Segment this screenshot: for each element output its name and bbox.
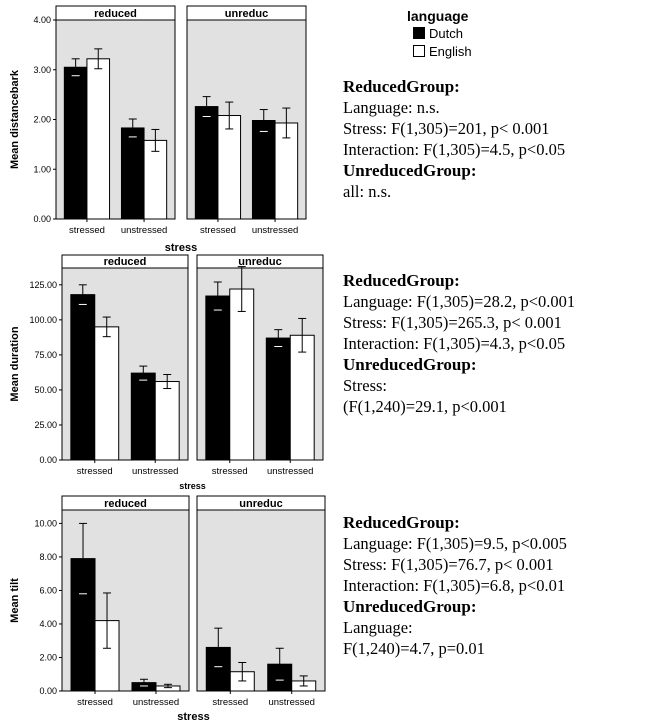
panel-header-label: unreduc xyxy=(225,8,268,20)
bar-dutch xyxy=(194,106,219,220)
y-tick-label: 75.00 xyxy=(34,350,57,360)
stats-heading: ReducedGroup: xyxy=(343,77,460,96)
stats-block-duration: ReducedGroup: Language: F(1,305)=28.2, p<… xyxy=(343,270,575,417)
bar-dutch xyxy=(120,127,145,220)
x-tick-label: stressed xyxy=(200,225,236,236)
x-tick-label: unstressed xyxy=(132,466,178,477)
x-tick-label: stressed xyxy=(77,697,113,708)
legend-entry-dutch: Dutch xyxy=(413,24,472,42)
y-tick-label: 0.00 xyxy=(33,214,51,224)
stats-line: Interaction: F(1,305)=4.5, p<0.05 xyxy=(343,140,566,159)
x-tick-label: unstressed xyxy=(133,697,179,708)
stats-line: Interaction: F(1,305)=6.8, p<0.01 xyxy=(343,576,566,595)
legend: language Dutch English xyxy=(405,8,472,60)
stats-heading: UnreducedGroup: xyxy=(343,597,477,616)
y-tick-label: 0.00 xyxy=(39,686,57,696)
bar-english xyxy=(229,288,255,461)
y-tick-label: 0.00 xyxy=(39,455,57,465)
bar-dutch xyxy=(265,337,291,461)
stats-line: Stress: xyxy=(343,376,388,395)
y-tick-label: 100.00 xyxy=(29,315,57,325)
stats-line: F(1,240)=4.7, p=0.01 xyxy=(343,639,485,658)
y-tick-label: 3.00 xyxy=(33,65,51,75)
y-tick-label: 1.00 xyxy=(33,164,51,174)
x-tick-label: stressed xyxy=(212,466,248,477)
y-axis-title: Mean duration xyxy=(9,326,21,401)
stats-line: Language: n.s. xyxy=(343,98,440,117)
x-tick-label: unstressed xyxy=(267,466,313,477)
panel-header-label: reduced xyxy=(94,8,137,20)
y-axis-title: Mean distancebark xyxy=(9,69,21,169)
x-tick-label: unstressed xyxy=(268,697,314,708)
legend-swatch-english xyxy=(413,45,425,57)
legend-label-dutch: Dutch xyxy=(429,25,463,41)
stats-heading: ReducedGroup: xyxy=(343,513,460,532)
stats-heading: UnreducedGroup: xyxy=(343,161,477,180)
stats-line: Stress: F(1,305)=76.7, p< 0.001 xyxy=(343,555,554,574)
x-tick-label: unstressed xyxy=(252,225,298,236)
bar-english xyxy=(289,334,315,461)
bar-dutch xyxy=(205,295,231,461)
stats-heading: UnreducedGroup: xyxy=(343,355,477,374)
bar-dutch xyxy=(63,66,88,220)
stats-line: Language: F(1,305)=9.5, p<0.005 xyxy=(343,534,567,553)
x-tick-label: stressed xyxy=(77,466,113,477)
x-axis-title: stress xyxy=(165,242,197,254)
bar-english xyxy=(94,326,120,461)
y-tick-label: 25.00 xyxy=(34,420,57,430)
stats-line: Interaction: F(1,305)=4.3, p<0.05 xyxy=(343,334,566,353)
y-tick-label: 2.00 xyxy=(33,115,51,125)
stats-line: all: n.s. xyxy=(343,182,392,201)
x-axis-title: stress xyxy=(179,481,206,491)
stats-block-tilt: ReducedGroup: Language: F(1,305)=9.5, p<0… xyxy=(343,512,567,659)
y-tick-label: 2.00 xyxy=(39,652,57,662)
charts-area: reduced stressed unstressed unreduc stressed… xyxy=(9,5,326,722)
bar-english xyxy=(154,381,180,461)
x-tick-label: stressed xyxy=(69,225,105,236)
legend-entry-english: English xyxy=(413,42,472,60)
panel-header-label: unreduc xyxy=(239,498,282,510)
stats-line: Language: xyxy=(343,618,413,637)
stats-block-distance: ReducedGroup: Language: n.s. Stress: F(1,3… xyxy=(343,76,565,202)
y-axis-title: Mean tilt xyxy=(9,578,21,623)
y-tick-label: 4.00 xyxy=(33,15,51,25)
x-tick-label: unstressed xyxy=(121,225,167,236)
legend-label-english: English xyxy=(429,43,472,59)
y-tick-label: 8.00 xyxy=(39,552,57,562)
bar-english xyxy=(143,139,168,220)
panel-header-label: reduced xyxy=(104,498,147,510)
bar-dutch xyxy=(70,294,96,461)
bar-english xyxy=(217,115,242,220)
bar-dutch xyxy=(205,646,231,692)
bar-english xyxy=(86,58,111,220)
stats-line: Language: F(1,305)=28.2, p<0.001 xyxy=(343,292,576,311)
y-tick-label: 125.00 xyxy=(29,280,57,290)
panel-header-label: unreduc xyxy=(238,256,281,268)
y-tick-label: 6.00 xyxy=(39,585,57,595)
stats-line: Stress: F(1,305)=265.3, p< 0.001 xyxy=(343,313,562,332)
legend-title: language xyxy=(407,8,469,24)
panel-header-label: reduced xyxy=(104,256,147,268)
x-tick-label: stressed xyxy=(212,697,248,708)
stats-heading: ReducedGroup: xyxy=(343,271,460,290)
bar-dutch xyxy=(130,372,156,461)
y-tick-label: 10.00 xyxy=(34,518,57,528)
bar-dutch xyxy=(251,119,276,220)
x-axis-title: stress xyxy=(177,711,209,722)
y-tick-label: 4.00 xyxy=(39,619,57,629)
stats-line: (F(1,240)=29.1, p<0.001 xyxy=(343,397,507,416)
legend-swatch-dutch xyxy=(413,27,425,39)
y-tick-label: 50.00 xyxy=(34,385,57,395)
stats-line: Stress: F(1,305)=201, p< 0.001 xyxy=(343,119,550,138)
panel-plot-area xyxy=(196,509,326,692)
